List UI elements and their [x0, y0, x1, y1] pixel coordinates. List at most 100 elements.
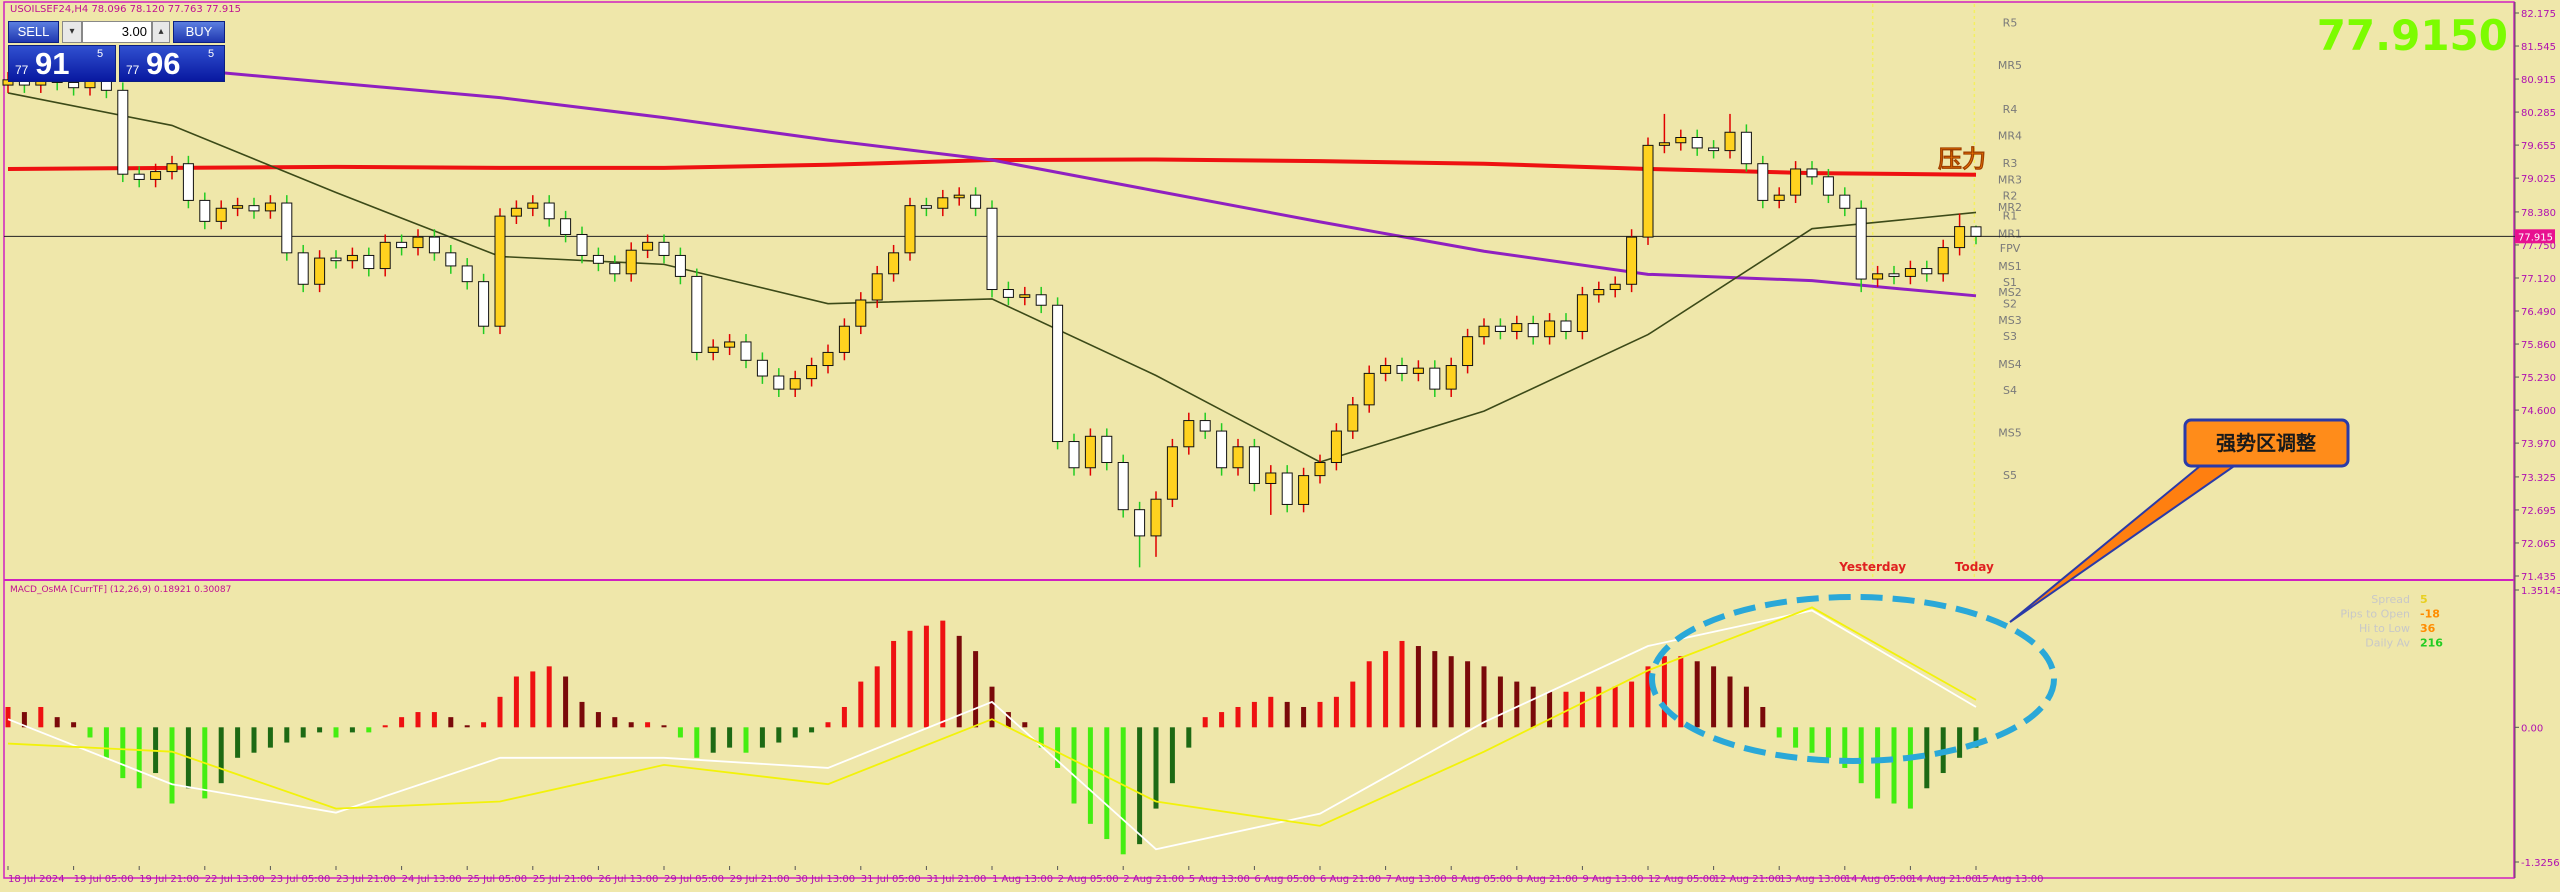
histogram-bar: [563, 676, 569, 728]
x-tick-label: 15 Aug 13:00: [1976, 874, 2043, 885]
candle-body: [1544, 320, 1556, 338]
candle-body: [1281, 472, 1293, 505]
buy-price-box[interactable]: 77 96 5: [119, 45, 225, 82]
histogram-bar: [825, 722, 831, 728]
candle-body: [68, 81, 80, 89]
histogram-bar: [1383, 651, 1389, 728]
y-tick-label: 76.490: [2521, 307, 2556, 318]
candle-body: [1757, 163, 1769, 201]
histogram-bar: [1333, 696, 1339, 728]
x-tick-label: 8 Aug 05:00: [1451, 874, 1512, 885]
lots-input[interactable]: 3.00: [82, 21, 152, 43]
buy-button[interactable]: BUY: [173, 21, 225, 43]
y-tick-label: 72.065: [2521, 539, 2556, 550]
histogram-bar: [1104, 727, 1110, 840]
candle-body: [871, 273, 883, 301]
y-tick-label: 80.285: [2521, 108, 2556, 119]
y-tick-label: 71.435: [2521, 572, 2556, 583]
lots-down[interactable]: ▾: [62, 21, 82, 43]
histogram-bar: [1579, 691, 1585, 728]
histogram-bar: [284, 727, 290, 743]
histogram-bar: [1186, 727, 1192, 748]
candle-body: [379, 241, 391, 270]
histogram-bar: [1005, 712, 1011, 728]
price-point: 5: [97, 48, 104, 60]
candle-body: [1248, 446, 1260, 484]
histogram-bar: [1793, 727, 1799, 748]
candle-body: [1626, 236, 1638, 285]
candle-body: [1724, 131, 1736, 152]
histogram-bar: [1465, 661, 1471, 728]
histogram-bar: [1137, 727, 1143, 845]
histogram-bar: [645, 722, 651, 728]
candle-body: [1166, 446, 1178, 500]
histogram-bar: [1350, 681, 1356, 728]
x-tick-label: 14 Aug 05:00: [1845, 874, 1912, 885]
histogram-bar: [169, 727, 175, 804]
candle-body: [1183, 420, 1195, 448]
candle-body: [953, 194, 965, 199]
histogram-bar: [1678, 656, 1684, 728]
histogram-bar: [1547, 691, 1553, 728]
histogram-bar: [907, 630, 913, 728]
candle-body: [920, 205, 932, 209]
histogram-bar: [1563, 691, 1569, 728]
candle-body: [363, 254, 375, 270]
candle-body: [1347, 404, 1359, 432]
price-pips: 91: [35, 46, 70, 81]
histogram-bar: [1399, 640, 1405, 728]
y-tick-label: 82.175: [2521, 9, 2556, 20]
candle-body: [445, 252, 457, 267]
histogram-bar: [21, 712, 27, 728]
candle-body: [1921, 268, 1933, 275]
histogram-bar: [1973, 727, 1979, 748]
x-tick-label: 19 Jul 05:00: [74, 874, 134, 885]
candle-body: [1298, 475, 1310, 505]
candle-body: [773, 375, 785, 390]
histogram-bar: [530, 671, 536, 728]
candle-body: [1019, 294, 1031, 298]
sell-price-box[interactable]: 77 91 5: [8, 45, 116, 82]
candle-body: [215, 207, 227, 222]
histogram-bar: [1612, 686, 1618, 728]
candle-body: [150, 171, 162, 180]
histogram-bar: [743, 727, 749, 753]
x-tick-label: 5 Aug 13:00: [1189, 874, 1250, 885]
histogram-bar: [497, 696, 503, 728]
candle-body: [1740, 131, 1752, 165]
histogram-bar: [366, 727, 372, 733]
histogram-bar: [956, 635, 962, 728]
candle-body: [1462, 336, 1474, 367]
candle-body: [1265, 472, 1277, 484]
pivot-label: FPV: [2000, 242, 2021, 255]
sell-button[interactable]: SELL: [8, 21, 59, 43]
histogram-bar: [1415, 646, 1421, 728]
candle-body: [1576, 294, 1588, 332]
candle-body: [543, 202, 555, 220]
candle-body: [1839, 194, 1851, 209]
histogram-bar: [1743, 686, 1749, 728]
highlight-ellipse: [1649, 594, 2057, 764]
histogram-bar: [612, 717, 618, 728]
x-tick-label: 19 Jul 21:00: [139, 874, 199, 885]
candle-body: [855, 299, 867, 327]
x-tick-label: 7 Aug 13:00: [1386, 874, 1447, 885]
info-value: 5: [2420, 593, 2428, 606]
x-tick-label: 22 Jul 13:00: [205, 874, 265, 885]
x-tick-label: 26 Jul 13:00: [598, 874, 658, 885]
candle-body: [1412, 367, 1424, 374]
callout-text: 强势区调整: [2216, 431, 2316, 455]
indicator-line: [7, 606, 1977, 827]
candle-body: [1478, 325, 1490, 338]
header: USOILSEF24,H4 78.096 78.120 77.763 77.91…: [10, 4, 241, 15]
histogram-bar: [267, 727, 273, 748]
indicator-line: [7, 92, 1977, 463]
candle-body: [1052, 304, 1064, 443]
histogram-bar: [1760, 706, 1766, 728]
candle-body: [1494, 325, 1506, 332]
candle-body: [1970, 226, 1982, 237]
current-price-box: [2515, 229, 2555, 244]
histogram-bar: [1842, 727, 1848, 768]
lots-up[interactable]: ▴: [152, 21, 170, 43]
